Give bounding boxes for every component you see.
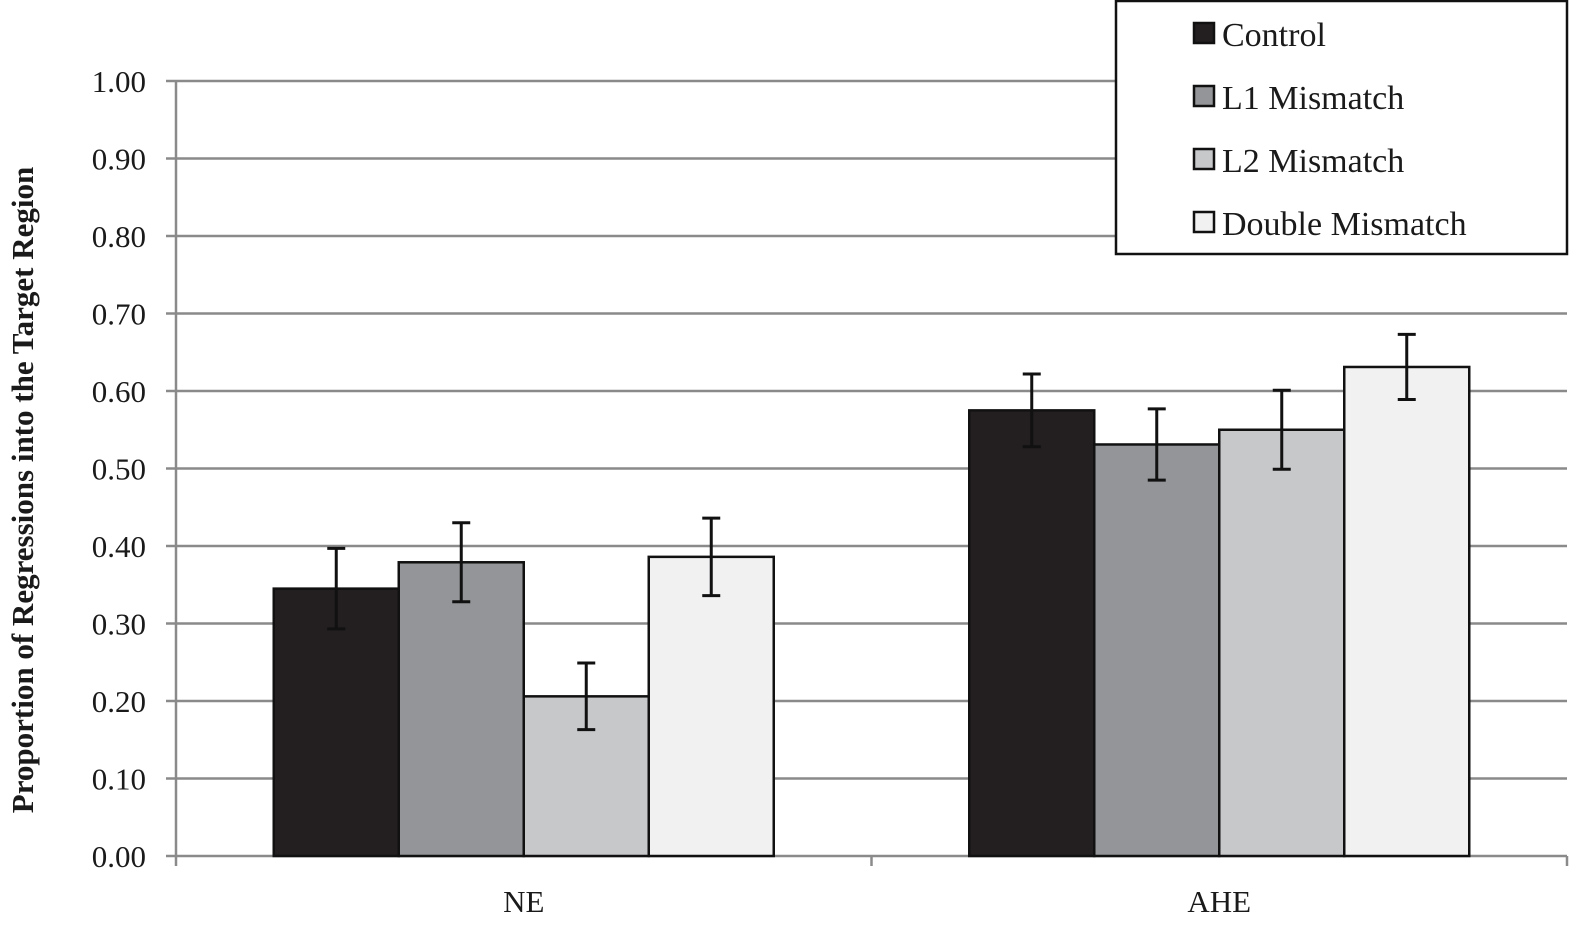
- legend-swatch: [1192, 147, 1216, 171]
- y-tick-label: 0.10: [92, 762, 146, 797]
- legend: Control L1 Mismatch L2 Mismatch Double Mism…: [1114, 0, 1569, 256]
- y-tick-label: 0.90: [92, 142, 146, 177]
- legend-label: L2 Mismatch: [1222, 143, 1404, 180]
- x-category-label: NE: [503, 884, 544, 919]
- legend-swatch: [1192, 210, 1216, 234]
- legend-swatch: [1192, 21, 1216, 45]
- bar: [1343, 365, 1471, 858]
- y-tick-label: 0.80: [92, 219, 146, 254]
- y-tick-label: 0.20: [92, 684, 146, 719]
- y-tick-labels: 0.00 0.10 0.20 0.30 0.40 0.50 0.60 0.70 0.80 0.90…: [92, 64, 146, 874]
- y-tick-label: 0.50: [92, 452, 146, 487]
- bar: [647, 555, 775, 858]
- error-bars: [327, 332, 1416, 732]
- bars: [272, 365, 1471, 858]
- bar: [968, 409, 1096, 858]
- legend-label: L1 Mismatch: [1222, 80, 1404, 117]
- x-category-label: AHE: [1187, 884, 1251, 919]
- legend-label: Double Mismatch: [1222, 206, 1467, 243]
- y-axis-label: Proportion of Regressions into the Targe…: [5, 167, 40, 813]
- legend-swatch: [1192, 84, 1216, 108]
- y-tick-label: 0.60: [92, 374, 146, 409]
- x-category-labels: NE AHE: [503, 884, 1251, 919]
- bar: [397, 561, 525, 858]
- y-tick-label: 0.00: [92, 839, 146, 874]
- legend-label: Control: [1222, 17, 1326, 54]
- bar: [1093, 443, 1221, 858]
- bar: [272, 587, 400, 858]
- bar: [1218, 428, 1346, 858]
- y-tick-label: 0.70: [92, 297, 146, 332]
- y-tick-label: 1.00: [92, 64, 146, 99]
- legend-box: [1114, 0, 1569, 256]
- y-tick-label: 0.40: [92, 529, 146, 564]
- y-tick-label: 0.30: [92, 607, 146, 642]
